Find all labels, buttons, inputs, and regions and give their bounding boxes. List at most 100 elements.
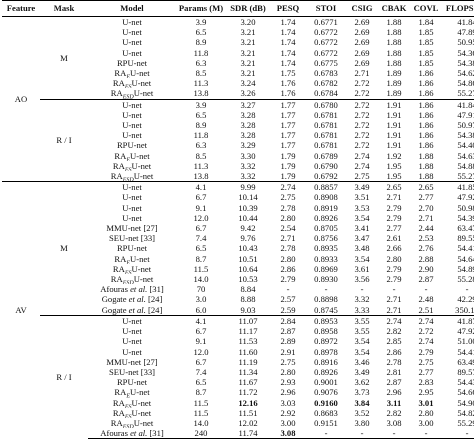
stoi-cell: 0.8978 bbox=[314, 346, 338, 357]
params-cell: 6.7 bbox=[195, 356, 207, 367]
covl-cell: 1.86 bbox=[418, 68, 434, 79]
model-ref: [24] bbox=[145, 294, 163, 305]
table-row: RAESU-net 11.3 3.32 1.79 0.6790 2.74 1.95 1.88 5… bbox=[2, 161, 474, 171]
flops-cell: 54.38 bbox=[457, 130, 474, 141]
cbak-cell: 1.89 bbox=[386, 88, 402, 99]
stoi-cell: 0.6772 bbox=[314, 47, 338, 58]
flops-cell: 54.39 bbox=[457, 212, 474, 223]
model-subscript: E bbox=[126, 74, 131, 79]
pesq-cell: 2.79 bbox=[280, 274, 296, 285]
pesq-cell: - bbox=[286, 284, 290, 295]
table-row: RPU-net 6.5 11.67 2.93 0.9001 3.62 2.87 2.83 54.… bbox=[2, 377, 474, 387]
cbak-cell: 2.71 bbox=[386, 294, 402, 305]
cbak-cell: 2.87 bbox=[386, 377, 402, 388]
model-prefix: RA bbox=[112, 397, 125, 408]
flops-cell: 54.66 bbox=[457, 387, 474, 398]
stoi-cell: 0.8683 bbox=[314, 407, 338, 418]
sdr-cell: 12.02 bbox=[238, 417, 258, 428]
cbak-cell: - bbox=[392, 284, 396, 295]
stoi-cell: 0.8953 bbox=[306, 314, 346, 327]
covl-cell: 2.95 bbox=[418, 387, 434, 398]
cbak-cell: 2.66 bbox=[386, 243, 402, 254]
model-prefix: RA bbox=[110, 88, 123, 99]
stoi-cell: 0.6790 bbox=[314, 160, 338, 171]
params-cell: 70 bbox=[196, 284, 206, 295]
csig-cell: 2.72 bbox=[354, 140, 370, 151]
csig-cell: 2.69 bbox=[354, 27, 370, 38]
table-row: RPU-net 6.5 10.43 2.78 0.8935 3.48 2.66 2.76 54.… bbox=[2, 243, 474, 253]
covl-cell: 1.86 bbox=[418, 109, 434, 120]
cbak-cell: 3.08 bbox=[386, 417, 402, 428]
table-row: SEU-net [33] 7.4 9.76 2.71 0.8756 3.47 2.61 2.5… bbox=[2, 233, 474, 243]
flops-cell: - bbox=[465, 284, 469, 295]
sdr-cell: 3.27 bbox=[226, 98, 270, 110]
flops-cell: 89.55 bbox=[457, 233, 474, 244]
model-cell: U-net bbox=[88, 16, 176, 28]
csig-cell: 3.46 bbox=[354, 356, 370, 367]
covl-cell: 2.75 bbox=[418, 356, 434, 367]
table-row: RAESDU-net 14.0 12.02 3.00 0.9151 3.80 3.08 3.0… bbox=[2, 418, 474, 428]
pesq-cell: 2.78 bbox=[280, 243, 296, 254]
params-cell: 12.0 bbox=[193, 212, 209, 223]
model-cell: RAESDU-net bbox=[88, 88, 176, 99]
covl-cell: 2.72 bbox=[418, 326, 434, 337]
cbak-cell: 2.85 bbox=[386, 336, 402, 347]
params-cell: 4.1 bbox=[176, 314, 226, 327]
header-row: Feature Mask Model Params (M) SDR (dB) P… bbox=[2, 0, 474, 17]
model-cell: RAEU-net bbox=[88, 254, 176, 264]
cbak-cell: 1.88 bbox=[386, 37, 402, 48]
header-pesq: PESQ bbox=[270, 0, 306, 17]
pesq-cell: 2.91 bbox=[280, 346, 296, 357]
model-cell: U-net bbox=[122, 37, 142, 48]
cbak-cell: 3.11 bbox=[386, 397, 402, 408]
covl-cell: 2.51 bbox=[418, 304, 434, 315]
model-prefix: RA bbox=[114, 253, 127, 264]
covl-cell: 3.00 bbox=[418, 417, 434, 428]
params-cell: 6.7 bbox=[195, 326, 207, 337]
cbak-cell: 2.81 bbox=[386, 366, 402, 377]
model-cell: Afouras et al. [31] bbox=[88, 284, 176, 294]
covl-cell: 1.86 bbox=[418, 120, 434, 131]
header-cbak: CBAK bbox=[378, 0, 410, 17]
covl-cell: 2.77 bbox=[418, 192, 434, 203]
csig-cell: 3.49 bbox=[346, 181, 378, 193]
flops-cell: 54.43 bbox=[457, 377, 474, 388]
model-suffix: U-net bbox=[131, 407, 152, 418]
header-flops: FLOPS (G) bbox=[442, 0, 474, 17]
pesq-cell: 2.80 bbox=[280, 253, 296, 264]
csig-cell: 3.33 bbox=[354, 304, 370, 315]
model-prefix: RA bbox=[112, 78, 125, 89]
model-subscript: ES bbox=[124, 414, 132, 418]
covl-cell: 2.77 bbox=[418, 366, 434, 377]
model-etal: et al. bbox=[128, 304, 146, 315]
model-suffix: U-net bbox=[133, 88, 154, 99]
covl-cell: 2.80 bbox=[418, 407, 434, 418]
cbak-cell: 2.79 bbox=[386, 212, 402, 223]
model-cell: U-net bbox=[122, 326, 142, 337]
cbak-cell: 1.91 bbox=[386, 140, 402, 151]
params-cell: 4.1 bbox=[176, 181, 226, 193]
params-cell: 6.5 bbox=[195, 243, 207, 254]
params-cell: 6.3 bbox=[195, 140, 207, 151]
flops-cell: - bbox=[442, 428, 474, 439]
pesq-cell: 1.74 bbox=[280, 57, 296, 68]
cbak-cell: 2.78 bbox=[386, 356, 402, 367]
sdr-cell: 11.60 bbox=[238, 346, 258, 357]
params-cell: 11.3 bbox=[193, 160, 209, 171]
model-prefix: RA bbox=[110, 417, 123, 428]
model-cell: U-net bbox=[122, 346, 142, 357]
csig-cell: 3.56 bbox=[354, 274, 370, 285]
flops-cell: 47.92 bbox=[457, 326, 474, 337]
csig-cell: 2.72 bbox=[354, 120, 370, 131]
pesq-cell: 1.79 bbox=[280, 171, 296, 182]
csig-cell: 3.41 bbox=[354, 223, 370, 234]
sdr-cell: 11.19 bbox=[238, 356, 258, 367]
table-row: SEU-net [33] 7.4 11.34 2.80 0.8926 3.49 2.81 2.… bbox=[2, 367, 474, 377]
model-cell: Gogate et al. [24] bbox=[88, 305, 176, 316]
covl-cell: 1.84 bbox=[410, 16, 442, 28]
flops-cell: 54.90 bbox=[457, 397, 474, 408]
model-cell: RPU-net bbox=[116, 243, 148, 254]
table-row: Gogate et al. [24] 6.0 9.03 2.59 0.8745 3.33 2… bbox=[2, 305, 474, 316]
